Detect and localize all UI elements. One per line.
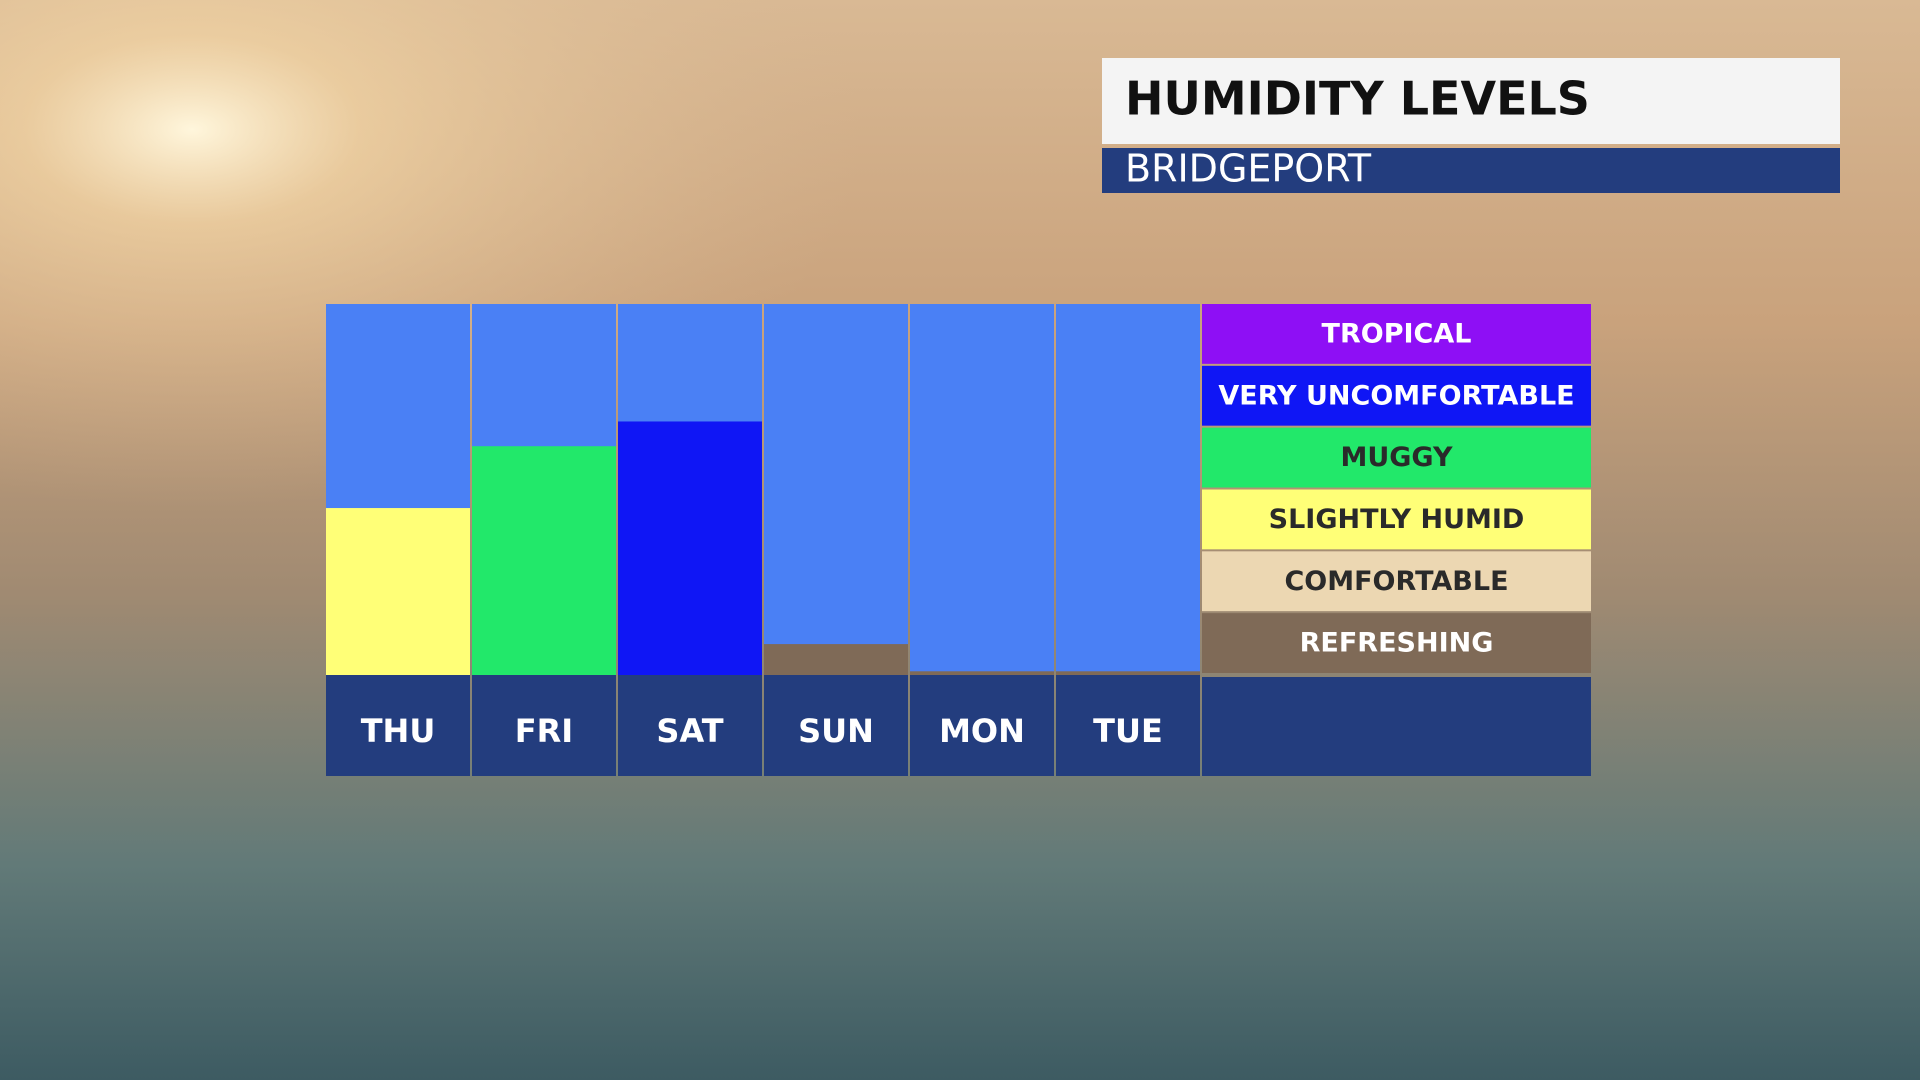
day-cell (764, 675, 908, 776)
bar (1056, 671, 1200, 675)
bar (326, 508, 470, 675)
chart-subtitle: BRIDGEPORT (1125, 147, 1372, 191)
bar (618, 421, 762, 675)
day-cell (618, 675, 762, 776)
legend-swatch (1202, 365, 1591, 426)
subtitle-box (1102, 148, 1840, 193)
x-tick-label: THU (361, 712, 436, 750)
title-box (1102, 58, 1840, 144)
legend-swatch (1202, 551, 1591, 612)
x-tick-label: TUE (1093, 712, 1163, 750)
legend-label: REFRESHING (1300, 628, 1494, 659)
legend-swatch (1202, 427, 1591, 488)
legend-label: COMFORTABLE (1284, 566, 1508, 597)
bar (910, 671, 1054, 675)
day-cell (910, 675, 1054, 776)
legend-label: SLIGHTLY HUMID (1269, 504, 1525, 535)
legend-label: TROPICAL (1322, 318, 1472, 349)
bar (764, 644, 908, 675)
chart-title: HUMIDITY LEVELS (1125, 72, 1590, 126)
legend-label: VERY UNCOMFORTABLE (1218, 380, 1574, 411)
x-tick-label: SUN (798, 712, 874, 750)
day-cell (472, 675, 616, 776)
legend-swatch (1202, 304, 1591, 364)
legend-label: MUGGY (1340, 442, 1453, 473)
x-tick-label: MON (939, 712, 1025, 750)
legend-swatch (1202, 489, 1591, 550)
column-background (1056, 304, 1200, 675)
column-background (910, 304, 1054, 675)
column-background (764, 304, 908, 675)
x-tick-label: FRI (515, 712, 573, 750)
bar (472, 446, 616, 675)
day-cell (326, 675, 470, 776)
x-tick-label: SAT (656, 712, 723, 750)
legend-swatch (1202, 613, 1591, 673)
legend-footer (1202, 677, 1591, 776)
day-cell (1056, 675, 1200, 776)
